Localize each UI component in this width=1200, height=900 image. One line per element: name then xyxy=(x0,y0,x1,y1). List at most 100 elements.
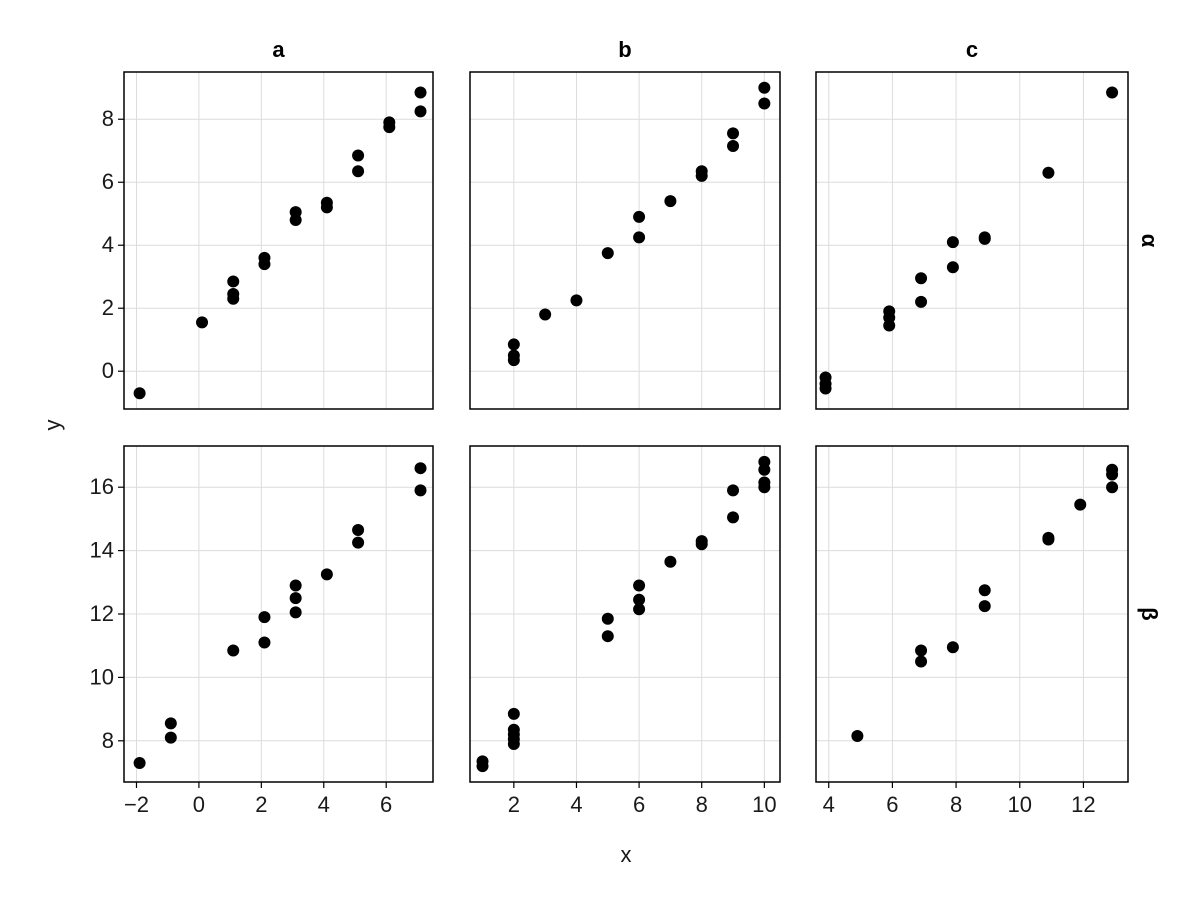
x-tick-label: 6 xyxy=(380,792,392,817)
data-point xyxy=(664,555,677,568)
x-tick-label: 0 xyxy=(193,792,205,817)
x-tick-label: 10 xyxy=(1008,792,1032,817)
data-point xyxy=(352,149,365,162)
y-tick-label: 8 xyxy=(102,728,114,753)
data-point xyxy=(883,305,896,318)
x-tick-label: 4 xyxy=(570,792,582,817)
y-tick-label: 16 xyxy=(90,474,114,499)
data-point xyxy=(1106,481,1119,494)
panel-α-c xyxy=(815,71,1129,410)
x-tick-label: 8 xyxy=(950,792,962,817)
data-point xyxy=(727,484,740,497)
data-point xyxy=(507,349,520,362)
y-tick-label: 4 xyxy=(102,232,114,257)
data-point xyxy=(664,195,677,208)
data-point xyxy=(227,288,240,301)
y-tick-label: 8 xyxy=(102,106,114,131)
y-tick-label: 6 xyxy=(102,169,114,194)
panel-β-b: 2 4 6 8 10 xyxy=(469,445,781,817)
panel-β-c: 4 6 8 10 12 xyxy=(815,445,1129,817)
row-title-2: β xyxy=(1137,607,1162,620)
x-tick-label: 10 xyxy=(752,792,776,817)
y-tick-label: 2 xyxy=(102,295,114,320)
data-point xyxy=(1042,531,1055,544)
x-tick-label: 6 xyxy=(633,792,645,817)
x-tick-label: 2 xyxy=(255,792,267,817)
data-point xyxy=(601,612,614,625)
data-point xyxy=(227,644,240,657)
data-point xyxy=(758,97,771,110)
data-point xyxy=(227,275,240,288)
data-point xyxy=(633,210,646,223)
column-title-a: a xyxy=(272,37,285,62)
data-point xyxy=(915,655,928,668)
column-title-b: b xyxy=(618,37,631,62)
data-point xyxy=(476,755,489,768)
data-point xyxy=(946,236,959,249)
column-title-c: c xyxy=(966,37,978,62)
data-point xyxy=(601,630,614,643)
data-point xyxy=(352,536,365,549)
x-tick-label: 8 xyxy=(696,792,708,817)
data-point xyxy=(727,511,740,524)
data-point xyxy=(633,579,646,592)
y-tick-label: 10 xyxy=(90,664,114,689)
y-tick-label: 12 xyxy=(90,601,114,626)
x-tick-label: 12 xyxy=(1071,792,1095,817)
x-axis-label: x xyxy=(621,842,632,867)
data-point xyxy=(507,707,520,720)
y-tick-label: 0 xyxy=(102,358,114,383)
x-tick-label: 6 xyxy=(886,792,898,817)
data-point xyxy=(946,261,959,274)
data-point xyxy=(633,231,646,244)
data-point xyxy=(946,641,959,654)
data-point xyxy=(383,116,396,129)
data-point xyxy=(414,105,427,118)
data-point xyxy=(1106,463,1119,476)
data-point xyxy=(414,462,427,475)
data-point xyxy=(1106,86,1119,99)
panel-β-a: 8 10 12 14 16 −2 0 2 4 6 xyxy=(90,445,434,817)
data-point xyxy=(978,231,991,244)
data-point xyxy=(978,600,991,613)
data-point xyxy=(133,387,146,400)
data-point xyxy=(851,730,864,743)
data-point xyxy=(289,206,302,219)
data-point xyxy=(289,592,302,605)
data-point xyxy=(133,756,146,769)
panel-frame xyxy=(815,71,1129,410)
data-point xyxy=(1074,498,1087,511)
x-tick-label: 4 xyxy=(823,792,835,817)
data-point xyxy=(727,127,740,140)
data-point xyxy=(258,611,271,624)
data-point xyxy=(258,636,271,649)
panel-frame xyxy=(123,71,434,410)
data-point xyxy=(289,606,302,619)
data-point xyxy=(915,295,928,308)
data-point xyxy=(1042,166,1055,179)
data-point xyxy=(758,476,771,489)
data-point xyxy=(915,272,928,285)
x-tick-label: 4 xyxy=(318,792,330,817)
data-point xyxy=(414,484,427,497)
data-point xyxy=(819,382,832,395)
data-point xyxy=(352,165,365,178)
panel-frame xyxy=(815,445,1129,783)
panel-α-a: 0 2 4 6 8 xyxy=(102,71,434,410)
data-point xyxy=(570,294,583,307)
data-point xyxy=(915,644,928,657)
data-point xyxy=(414,86,427,99)
data-point xyxy=(507,723,520,736)
y-axis-label: y xyxy=(40,420,65,431)
panel-frame xyxy=(469,71,781,410)
data-point xyxy=(727,140,740,153)
x-tick-label: 2 xyxy=(508,792,520,817)
data-point xyxy=(507,338,520,351)
data-point xyxy=(633,603,646,616)
panel-α-b xyxy=(469,71,781,410)
data-point xyxy=(601,247,614,260)
data-point xyxy=(289,579,302,592)
data-point xyxy=(758,455,771,468)
data-point xyxy=(633,593,646,606)
